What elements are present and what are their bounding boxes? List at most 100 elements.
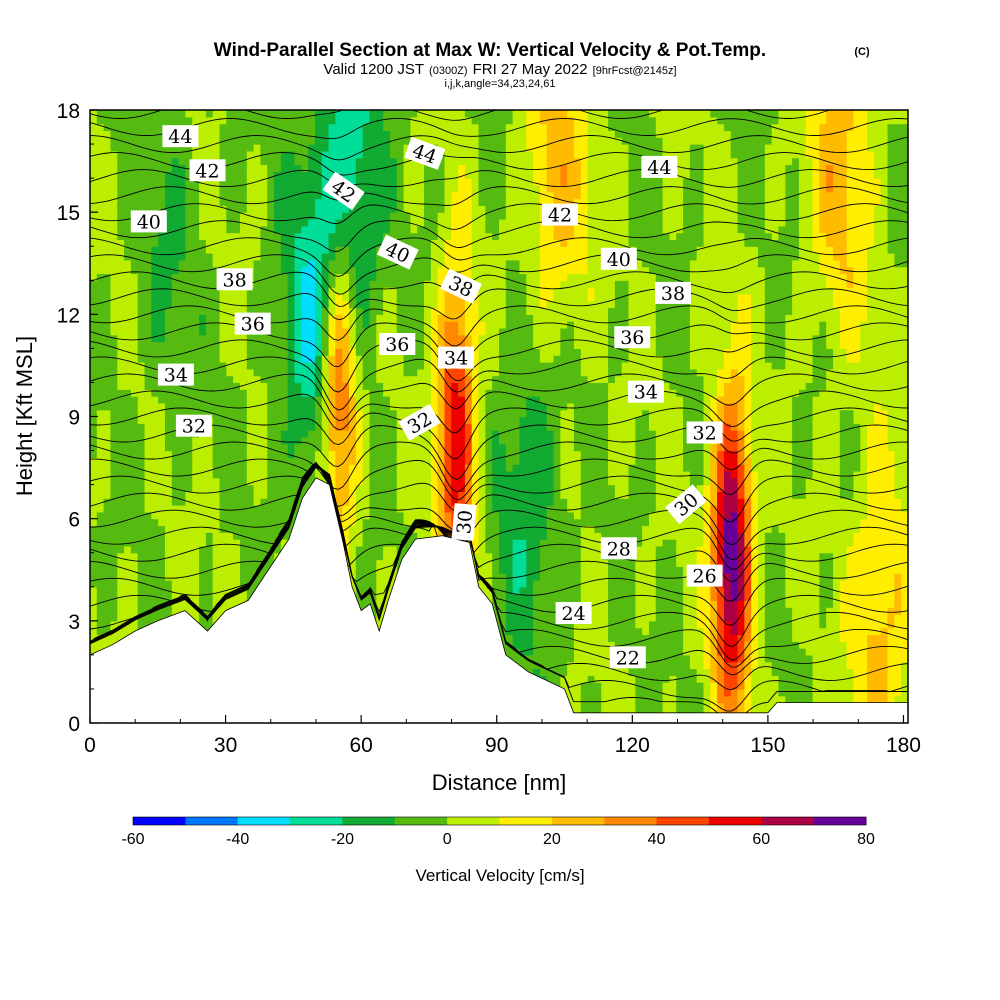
colorbar-tick-label: 40 (648, 831, 666, 848)
colorbar-swatch (708, 817, 762, 825)
theta-contour-line (90, 462, 908, 546)
colorbar-tick-label: -60 (121, 831, 144, 848)
contour-label-text: 34 (164, 365, 188, 387)
contour-label: 34 (438, 346, 475, 370)
contour-label-text: 40 (137, 211, 161, 233)
theta-contour-line (90, 254, 908, 295)
theta-contour-line (90, 463, 908, 648)
x-tick-label: 30 (214, 734, 237, 757)
contour-label: 34 (627, 380, 664, 404)
theta-contour-line (90, 288, 908, 321)
theta-contour-line (90, 462, 908, 583)
colorbar-label: Vertical Velocity [cm/s] (415, 866, 584, 885)
colorbar-swatch (290, 817, 343, 825)
colorbar-swatch (447, 817, 500, 825)
x-tick-label: 120 (615, 734, 650, 757)
theta-contour-line (90, 356, 908, 411)
colorbar-swatch (551, 817, 605, 825)
theta-contour-line (90, 203, 908, 230)
theta-contour-line (90, 461, 908, 523)
chart-indices: i,j,k,angle=34,23,24,61 (444, 78, 555, 90)
theta-contour-line (90, 110, 832, 121)
y-tick-label: 15 (57, 202, 80, 225)
contour-label: 36 (234, 312, 271, 336)
theta-contour-line (90, 339, 908, 393)
x-tick-label: 0 (84, 734, 96, 757)
y-tick-label: 18 (57, 100, 80, 123)
contour-label-text: 44 (647, 157, 671, 179)
theta-contour-line (90, 169, 908, 188)
colorbar-tick-label: -20 (331, 831, 354, 848)
contour-label-text: 32 (693, 423, 717, 445)
colorbar-swatch (237, 817, 291, 825)
contour-label: 38 (216, 268, 253, 291)
x-axis: 0 30 60 90 120 150 180 (84, 715, 921, 757)
contour-label: 44 (641, 155, 678, 179)
theta-contour-line (90, 237, 908, 277)
colorbar-swatch (604, 817, 658, 825)
colorbar-swatch (499, 817, 553, 825)
contour-label: 32 (686, 421, 723, 445)
contour-label-text: 36 (241, 314, 265, 336)
subtitle-utc: (0300Z) (429, 65, 468, 77)
colorbar-swatch (133, 817, 186, 825)
contour-label-text: 36 (385, 334, 409, 356)
y-tick-label: 12 (57, 304, 80, 327)
subtitle-forecast: [9hrFcst@2145z] (593, 65, 677, 77)
theta-contour-line (90, 220, 908, 252)
contour-label-text: 42 (195, 160, 219, 182)
theta-contour-line (90, 305, 908, 347)
chart-title-group: Wind-Parallel Section at Max W: Vertical… (214, 40, 870, 90)
theta-contour-line (90, 462, 908, 626)
colorbar-tick-label: 80 (857, 831, 875, 848)
x-tick-label: 60 (349, 734, 372, 757)
terrain-mask (89, 477, 909, 724)
contour-label-text: 22 (616, 647, 640, 669)
contour-label: 36 (614, 326, 651, 349)
colorbar-swatch (761, 817, 815, 825)
subtitle-valid: Valid 1200 JST (323, 61, 424, 78)
theta-contours (90, 110, 908, 722)
contour-label: 26 (686, 564, 723, 588)
theta-contour-line (90, 462, 908, 570)
colorbar-swatch (656, 817, 710, 825)
contour-label-text: 32 (182, 416, 206, 438)
x-tick-label: 90 (485, 734, 508, 757)
contour-label-text: 30 (453, 509, 477, 535)
colorbar-tick-label: 0 (443, 831, 452, 848)
contour-label: 34 (157, 363, 194, 387)
contour-label-text: 42 (548, 205, 572, 227)
colorbar-tick-label: -40 (226, 831, 249, 848)
x-tick-label: 150 (750, 734, 785, 757)
contour-label-text: 44 (168, 126, 192, 148)
colorbar: -60 -40 -20 0 20 40 60 80 (121, 816, 875, 848)
theta-contour-line (90, 135, 908, 161)
contour-label: 36 (379, 333, 416, 356)
contour-label-text: 28 (607, 538, 631, 560)
contour-label-text: 38 (223, 269, 247, 291)
contour-label: 42 (542, 203, 578, 227)
y-tick-label: 6 (68, 509, 80, 532)
chart-title: Wind-Parallel Section at Max W: Vertical… (214, 40, 766, 61)
contour-label: 30 (451, 503, 477, 541)
title-unit: (C) (854, 46, 870, 58)
contour-label-text: 34 (444, 348, 468, 370)
theta-contour-line (90, 373, 908, 421)
colorbar-tick-label: 20 (543, 831, 561, 848)
contour-label-text: 24 (562, 603, 586, 625)
contour-label: 40 (130, 210, 167, 233)
y-axis: 0 3 6 9 12 15 18 (57, 100, 98, 736)
theta-contour-line (90, 390, 908, 434)
subtitle-date: FRI 27 May 2022 (473, 61, 588, 78)
contour-label-text: 26 (693, 566, 717, 588)
chart-subtitle: Valid 1200 JST (0300Z) FRI 27 May 2022 [9hr… (323, 61, 676, 78)
theta-contour-line (90, 463, 908, 661)
contour-label: 42 (189, 159, 226, 182)
y-tick-label: 3 (68, 611, 80, 634)
colorbar-swatch (342, 817, 396, 825)
theta-contour-line (90, 407, 908, 460)
y-tick-label: 9 (68, 407, 80, 430)
theta-contour-line (90, 424, 908, 480)
theta-contour-line (90, 462, 908, 602)
colorbar-tick-label: 60 (752, 831, 770, 848)
